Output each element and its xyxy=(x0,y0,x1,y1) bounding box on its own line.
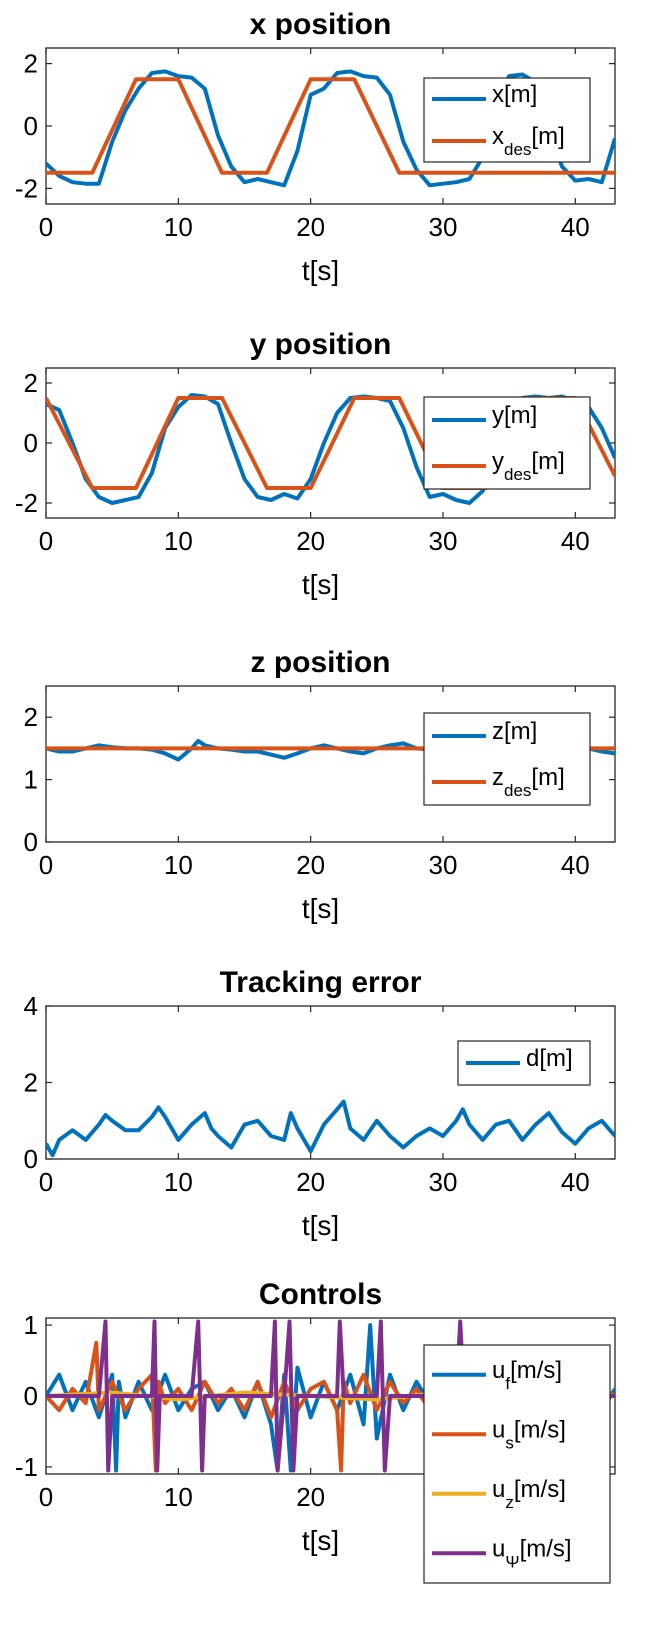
legend-entry: xdes[m] xyxy=(492,123,565,159)
chart-title: z position xyxy=(251,646,391,679)
legend-entry: us[m/s] xyxy=(492,1416,566,1452)
x-tick-label: 0 xyxy=(39,850,53,880)
x-axis-label: t[s] xyxy=(302,569,339,600)
y-tick-label: 4 xyxy=(24,991,38,1021)
y-tick-label: 1 xyxy=(24,765,38,795)
legend-entry: ydes[m] xyxy=(492,448,565,484)
y-tick-label: 0 xyxy=(24,1144,38,1174)
y-tick-label: 0 xyxy=(24,827,38,857)
legend-entry: uΨ[m/s] xyxy=(492,1535,572,1571)
x-tick-label: 0 xyxy=(39,526,53,556)
x-tick-label: 40 xyxy=(561,850,590,880)
legend-entry: x[m] xyxy=(492,81,537,108)
x-tick-label: 20 xyxy=(296,1167,325,1197)
legend: z[m] zdes[m] xyxy=(423,712,591,806)
legend-entry: uz[m/s] xyxy=(492,1476,566,1512)
legend-entry: d[m] xyxy=(526,1045,573,1072)
y-tick-label: 2 xyxy=(24,1068,38,1098)
legend-entry: y[m] xyxy=(492,402,537,429)
x-tick-label: 20 xyxy=(296,526,325,556)
chart-title: x position xyxy=(250,8,392,41)
chart-title: Controls xyxy=(259,1278,382,1311)
x-axis-label: t[s] xyxy=(302,1525,339,1556)
x-tick-label: 0 xyxy=(39,212,53,242)
legend-box xyxy=(423,396,591,490)
legend-entry: zdes[m] xyxy=(492,764,565,800)
chart-panel-3: z position 0 10 20 30 40 0 1 2 t[s] z[m] zdes[m] xyxy=(24,646,616,924)
legend-entry: z[m] xyxy=(492,718,537,745)
x-tick-label: 30 xyxy=(429,1167,458,1197)
x-tick-label: 10 xyxy=(164,526,193,556)
legend: y[m] ydes[m] xyxy=(423,396,591,490)
legend: d[m] xyxy=(457,1040,591,1086)
y-tick-label: 0 xyxy=(24,111,38,141)
legend: x[m] xdes[m] xyxy=(423,77,591,163)
y-tick-label: 2 xyxy=(24,49,38,79)
x-tick-label: 40 xyxy=(561,1167,590,1197)
x-axis-label: t[s] xyxy=(302,255,339,286)
x-tick-label: 10 xyxy=(164,1167,193,1197)
x-tick-label: 10 xyxy=(164,850,193,880)
x-tick-label: 20 xyxy=(296,850,325,880)
y-tick-label: -1 xyxy=(15,1452,38,1482)
x-tick-label: 0 xyxy=(39,1482,53,1512)
legend: uf[m/s] us[m/s] uz[m/s] uΨ[m/s] xyxy=(423,1344,611,1584)
x-tick-label: 0 xyxy=(39,1167,53,1197)
legend-box xyxy=(423,1344,611,1584)
y-tick-label: 0 xyxy=(24,428,38,458)
x-axis-label: t[s] xyxy=(302,1210,339,1241)
legend-box xyxy=(423,77,591,163)
series-line-2 xyxy=(46,77,615,175)
x-tick-label: 30 xyxy=(429,526,458,556)
y-tick-label: 2 xyxy=(24,368,38,398)
x-tick-label: 30 xyxy=(429,212,458,242)
y-tick-label: 0 xyxy=(24,1381,38,1411)
series-line-4 xyxy=(46,1319,615,1473)
x-tick-label: 30 xyxy=(429,850,458,880)
legend-box xyxy=(423,712,591,806)
x-tick-label: 10 xyxy=(164,212,193,242)
chart-title: Tracking error xyxy=(220,966,422,999)
x-tick-label: 40 xyxy=(561,212,590,242)
chart-title: y position xyxy=(250,328,392,361)
y-tick-label: 2 xyxy=(24,702,38,732)
x-tick-label: 40 xyxy=(561,526,590,556)
x-tick-label: 10 xyxy=(164,1482,193,1512)
x-axis-label: t[s] xyxy=(302,893,339,924)
chart-panel-4: Tracking error 0 10 20 30 40 0 2 4 t[s] d[m] xyxy=(24,966,616,1241)
y-tick-label: -2 xyxy=(15,173,38,203)
y-tick-label: 1 xyxy=(24,1310,38,1340)
y-tick-label: -2 xyxy=(15,488,38,518)
series-line-1 xyxy=(46,1099,615,1158)
legend-entry: uf[m/s] xyxy=(492,1357,562,1393)
x-tick-label: 20 xyxy=(296,1482,325,1512)
x-tick-label: 20 xyxy=(296,212,325,242)
